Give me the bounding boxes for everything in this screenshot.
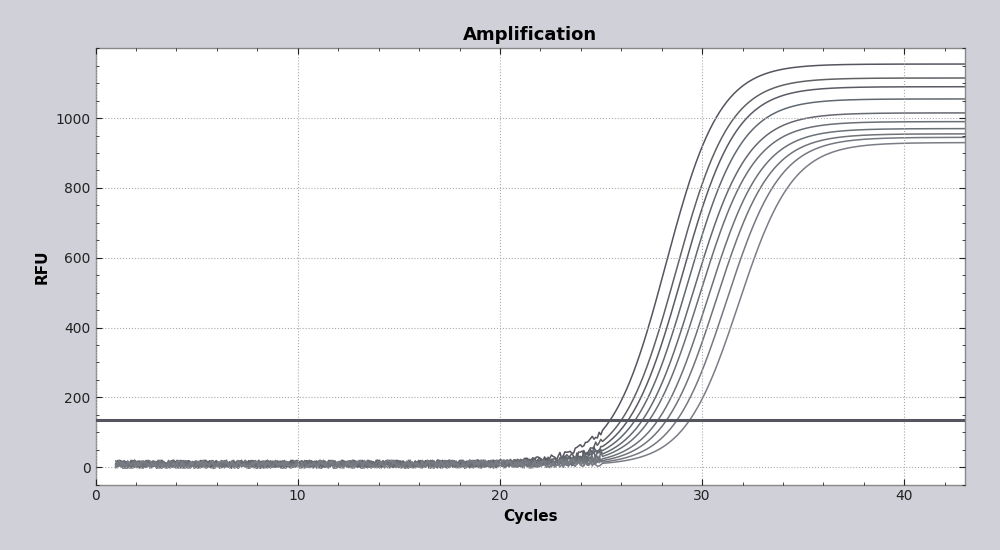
X-axis label: Cycles: Cycles xyxy=(503,509,558,524)
Title: Amplification: Amplification xyxy=(463,26,597,44)
Y-axis label: RFU: RFU xyxy=(35,249,50,284)
